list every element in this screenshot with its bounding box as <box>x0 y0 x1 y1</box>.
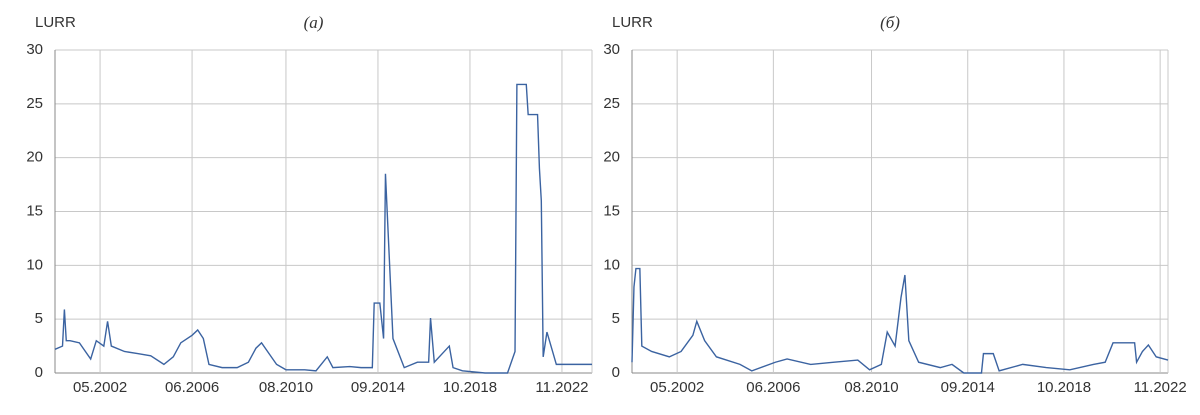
y-tick-label: 15 <box>603 202 620 219</box>
y-tick-label: 15 <box>26 202 43 219</box>
y-tick-label: 0 <box>35 364 43 381</box>
y-tick-label: 30 <box>603 41 620 58</box>
x-tick-label: 05.2002 <box>73 379 127 396</box>
x-tick-label: 10.2018 <box>1037 379 1091 396</box>
x-tick-label: 11.2022 <box>1134 379 1187 396</box>
y-tick-label: 20 <box>603 149 620 166</box>
x-tick-label: 10.2018 <box>443 379 497 396</box>
y-tick-label: 5 <box>35 310 43 327</box>
x-tick-label: 09.2014 <box>941 379 995 396</box>
data-line <box>631 267 1169 374</box>
y-tick-label: 10 <box>26 256 43 273</box>
y-tick-label: 0 <box>612 364 620 381</box>
y-tick-label: 25 <box>26 95 43 112</box>
x-tick-label: 08.2010 <box>259 379 313 396</box>
x-tick-label: 06.2006 <box>165 379 219 396</box>
y-axis-label: LURR <box>35 14 76 31</box>
y-tick-label: 20 <box>26 149 43 166</box>
y-tick-label: 10 <box>603 256 620 273</box>
x-tick-label: 09.2014 <box>351 379 405 396</box>
x-tick-label: 05.2002 <box>650 379 704 396</box>
x-tick-label: 06.2006 <box>746 379 800 396</box>
y-tick-label: 30 <box>26 41 43 58</box>
x-tick-label: 11.2022 <box>535 379 588 396</box>
chart-title: (б) <box>880 13 900 32</box>
data-line <box>54 83 592 374</box>
y-axis-label: LURR <box>612 14 653 31</box>
x-tick-label: 08.2010 <box>844 379 898 396</box>
y-tick-label: 5 <box>612 310 620 327</box>
chart-title: (а) <box>304 13 324 32</box>
y-tick-label: 25 <box>603 95 620 112</box>
